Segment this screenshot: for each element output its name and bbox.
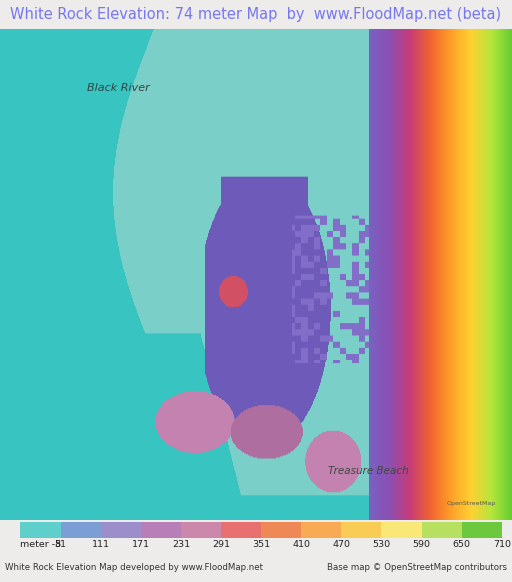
Bar <box>221 521 261 538</box>
Bar <box>181 521 221 538</box>
Text: 710: 710 <box>493 540 511 549</box>
Text: OpenStreetMap: OpenStreetMap <box>446 501 496 506</box>
Bar <box>381 521 421 538</box>
Text: 291: 291 <box>212 540 230 549</box>
Text: 470: 470 <box>332 540 350 549</box>
Bar <box>261 521 301 538</box>
Bar <box>101 521 141 538</box>
Bar <box>141 521 181 538</box>
Text: 351: 351 <box>252 540 270 549</box>
Text: Black River: Black River <box>87 83 150 93</box>
Text: White Rock Elevation Map developed by www.FloodMap.net: White Rock Elevation Map developed by ww… <box>5 563 263 573</box>
Text: 111: 111 <box>92 540 110 549</box>
Bar <box>342 521 381 538</box>
Bar <box>60 521 101 538</box>
Text: 231: 231 <box>172 540 190 549</box>
Text: 410: 410 <box>292 540 310 549</box>
Text: 590: 590 <box>413 540 431 549</box>
Text: 530: 530 <box>372 540 391 549</box>
Text: 51: 51 <box>55 540 67 549</box>
Text: Base map © OpenStreetMap contributors: Base map © OpenStreetMap contributors <box>327 563 507 573</box>
Text: Treasure Beach: Treasure Beach <box>328 466 409 476</box>
Text: White Rock Elevation: 74 meter Map  by  www.FloodMap.net (beta): White Rock Elevation: 74 meter Map by ww… <box>10 7 502 22</box>
Text: 650: 650 <box>453 540 471 549</box>
Bar <box>301 521 342 538</box>
Text: 171: 171 <box>132 540 150 549</box>
Bar <box>421 521 462 538</box>
Bar <box>20 521 60 538</box>
Text: meter -8: meter -8 <box>20 540 61 549</box>
Bar <box>462 521 502 538</box>
